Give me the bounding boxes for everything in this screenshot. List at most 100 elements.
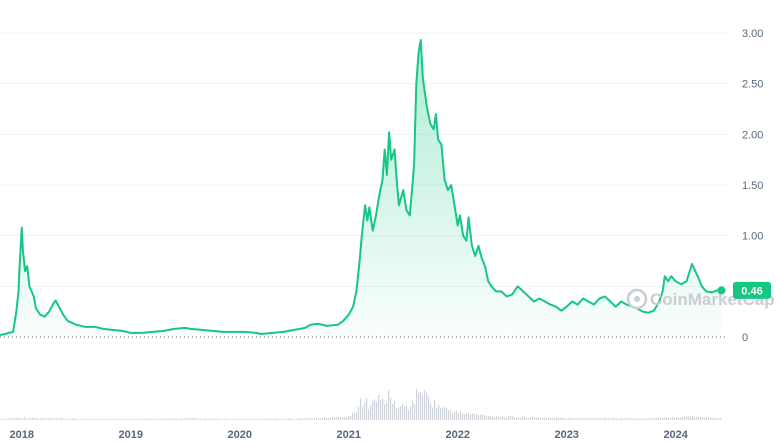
volume-bar [20, 418, 22, 420]
volume-bar [384, 404, 386, 420]
volume-bar [618, 418, 620, 420]
volume-bar [460, 411, 462, 420]
volume-bar [108, 418, 110, 420]
coinmarketcap-logo-icon [626, 288, 648, 310]
volume-bar [8, 418, 10, 420]
volume-bar [554, 418, 556, 420]
volume-bar [30, 417, 32, 420]
volume-bar [284, 418, 286, 420]
volume-bar [694, 416, 696, 420]
volume-bar [430, 403, 432, 420]
volume-bar [720, 418, 722, 420]
volume-bar [14, 418, 16, 420]
volume-bar [282, 418, 284, 420]
volume-bar [276, 418, 278, 420]
volume-bar [402, 403, 404, 420]
volume-bar [238, 418, 240, 420]
volume-bar [544, 417, 546, 420]
volume-bar [58, 418, 60, 420]
volume-bar [414, 404, 416, 420]
volume-bar [74, 418, 76, 420]
volume-bar [404, 406, 406, 420]
volume-bar [608, 418, 610, 420]
volume-bar [542, 417, 544, 420]
volume-bar [410, 406, 412, 420]
volume-bar [248, 419, 250, 420]
volume-bar [88, 419, 90, 420]
volume-bar [200, 418, 202, 420]
volume-bar [472, 413, 474, 420]
volume-bar [376, 401, 378, 420]
volume-bar [142, 418, 144, 420]
volume-bar [652, 418, 654, 420]
volume-bar [314, 417, 316, 420]
volume-bar [704, 417, 706, 420]
volume-bar [708, 417, 710, 420]
volume-bar [220, 419, 222, 420]
coinmarketcap-logo-dot [634, 296, 640, 302]
volume-bar [358, 406, 360, 420]
volume-bar [504, 416, 506, 420]
volume-bar [604, 417, 606, 420]
volume-bar [682, 417, 684, 420]
volume-bar [110, 419, 112, 420]
volume-bar [46, 418, 48, 420]
volume-bar [648, 418, 650, 420]
volume-bar [272, 418, 274, 420]
volume-bar [366, 397, 368, 420]
volume-bar [356, 412, 358, 420]
volume-bar [370, 404, 372, 420]
volume-bar [690, 416, 692, 420]
volume-bar [594, 418, 596, 420]
y-tick-label: 2.50 [742, 79, 763, 91]
volume-bar [632, 418, 634, 420]
volume-bar [558, 417, 560, 420]
volume-bar [494, 417, 496, 420]
volume-bar [160, 418, 162, 420]
x-tick-label: 2024 [663, 429, 688, 441]
volume-bar [440, 407, 442, 420]
volume-bar [218, 418, 220, 420]
volume-bar [158, 419, 160, 420]
volume-bar [602, 418, 604, 420]
volume-bar [50, 418, 52, 420]
volume-bar [538, 417, 540, 420]
volume-bar [478, 415, 480, 420]
volume-bar [310, 417, 312, 420]
volume-bar [572, 417, 574, 420]
volume-bar [76, 418, 78, 420]
volume-bar [670, 418, 672, 420]
volume-bar [528, 417, 530, 420]
volume-bar [452, 413, 454, 420]
volume-bar [394, 401, 396, 420]
volume-bar [214, 418, 216, 420]
volume-bar [24, 417, 26, 420]
volume-bar [130, 419, 132, 420]
volume-bar [596, 418, 598, 420]
volume-bar [562, 417, 564, 420]
volume-bar [298, 418, 300, 420]
price-area [0, 40, 722, 337]
volume-bar [422, 395, 424, 420]
current-price-dot[interactable] [717, 286, 726, 295]
volume-bar [510, 416, 512, 420]
volume-bar [536, 417, 538, 420]
volume-bar [12, 418, 14, 420]
volume-bar [350, 415, 352, 420]
volume-bar [448, 410, 450, 420]
volume-bar [586, 418, 588, 420]
volume-bar [458, 412, 460, 420]
volume-bar [680, 417, 682, 420]
volume-bar [556, 417, 558, 420]
volume-bar [490, 415, 492, 420]
volume-bar [42, 418, 44, 420]
volume-bar [470, 414, 472, 420]
volume-bar [62, 418, 64, 420]
volume-bar [332, 417, 334, 420]
volume-bar [2, 418, 4, 420]
volume-bar [242, 418, 244, 420]
volume-bar [10, 418, 12, 420]
volume-bar [378, 394, 380, 420]
volume-bar [654, 417, 656, 420]
